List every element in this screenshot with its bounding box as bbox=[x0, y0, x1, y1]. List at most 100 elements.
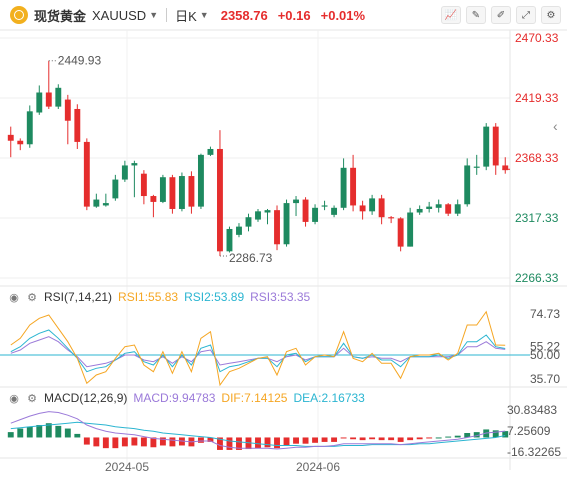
candle-body bbox=[131, 163, 138, 166]
candle-body bbox=[483, 126, 490, 167]
gear-icon[interactable]: ⚙ bbox=[27, 291, 37, 304]
price-tick-label: 2470.33 bbox=[515, 31, 559, 45]
chart-icon[interactable]: 📈 bbox=[441, 6, 461, 24]
candle-body bbox=[245, 217, 252, 227]
macd-bar bbox=[140, 437, 147, 447]
candle-body bbox=[112, 179, 119, 199]
candle-body bbox=[312, 207, 319, 222]
candle-body bbox=[197, 154, 204, 207]
candle-body bbox=[331, 207, 338, 215]
rsi3-line bbox=[10, 336, 506, 368]
instrument-title[interactable]: 现货黄金 bbox=[34, 8, 87, 24]
macd-bar bbox=[321, 437, 328, 442]
macd-bar bbox=[226, 437, 233, 450]
candle-body bbox=[274, 210, 280, 245]
period-selector[interactable]: 日K bbox=[175, 8, 197, 24]
rsi-tick-label: 55.22 bbox=[530, 339, 560, 353]
gold-coin-icon bbox=[10, 6, 28, 24]
candle-body bbox=[55, 87, 62, 107]
macd-tick-label: 30.83483 bbox=[507, 403, 557, 417]
candle-body bbox=[207, 148, 214, 155]
macd-bar bbox=[17, 428, 24, 438]
settings-icon[interactable]: ⚙ bbox=[541, 6, 561, 24]
candle-body bbox=[74, 108, 81, 142]
candle-body bbox=[83, 141, 90, 207]
price-change: +0.16 bbox=[277, 7, 311, 23]
candle-body bbox=[188, 176, 195, 207]
macd-bar bbox=[445, 436, 452, 438]
macd-bar bbox=[112, 437, 119, 449]
candle-body bbox=[397, 218, 404, 247]
candle-body bbox=[502, 165, 509, 171]
candle-body bbox=[236, 226, 242, 235]
macd-bar bbox=[502, 431, 509, 438]
price-change-percent: +0.01% bbox=[320, 7, 366, 23]
macd-bar bbox=[340, 437, 347, 439]
candle-body bbox=[350, 167, 357, 206]
macd-bar bbox=[293, 437, 299, 444]
macd-bar bbox=[435, 437, 442, 439]
candle-body bbox=[93, 199, 100, 207]
gear-icon[interactable]: ⚙ bbox=[27, 392, 37, 405]
candle-body bbox=[369, 198, 376, 212]
macd-bar bbox=[131, 437, 138, 446]
candle-body bbox=[492, 126, 499, 166]
candle-body bbox=[17, 140, 24, 145]
chart-header: 现货黄金 XAUUSD ▼ 日K ▼ 2358.76 +0.16 +0.01% bbox=[0, 0, 567, 30]
macd-bar bbox=[397, 437, 404, 442]
instrument-symbol[interactable]: XAUUSD bbox=[92, 7, 147, 23]
macd-bar bbox=[197, 437, 204, 443]
dea-value: DEA:2.16733 bbox=[293, 391, 365, 405]
rsi-legend: ◉ ⚙ RSI(7,14,21) RSI1:55.83 RSI2:53.89 R… bbox=[8, 290, 316, 304]
rsi1-value: RSI1:55.83 bbox=[118, 290, 179, 304]
macd-bar bbox=[473, 432, 480, 438]
rsi3-value: RSI3:53.35 bbox=[250, 290, 311, 304]
candle-body bbox=[454, 204, 461, 214]
candle-body bbox=[407, 212, 414, 247]
chevron-down-icon[interactable]: ▼ bbox=[149, 10, 159, 20]
candle-body bbox=[388, 217, 395, 219]
macd-bar bbox=[83, 437, 90, 445]
candle-body bbox=[7, 134, 14, 141]
eye-icon[interactable]: ◉ bbox=[9, 392, 19, 405]
candle-body bbox=[169, 177, 176, 209]
macd-bar bbox=[64, 428, 71, 438]
macd-bar bbox=[236, 437, 242, 450]
expand-icon[interactable]: ⤢ bbox=[516, 6, 536, 24]
chevron-down-icon[interactable]: ▼ bbox=[199, 10, 209, 20]
macd-bar bbox=[217, 437, 223, 450]
candle-body bbox=[293, 199, 299, 204]
macd-bar bbox=[102, 437, 109, 449]
candle-body bbox=[45, 92, 52, 107]
candle-body bbox=[426, 206, 433, 209]
low-annotation: 2286.73 bbox=[229, 251, 273, 265]
macd-bar bbox=[359, 437, 366, 441]
macd-bar bbox=[121, 437, 128, 447]
macd-bar bbox=[369, 437, 376, 440]
x-tick-label: 2024-05 bbox=[105, 460, 149, 474]
macd-bar bbox=[74, 433, 81, 438]
macd-tick-label: -16.32265 bbox=[507, 445, 561, 459]
rsi-tick-label: 50.00 bbox=[530, 348, 560, 362]
macd-bar bbox=[150, 437, 157, 448]
dif-line bbox=[10, 411, 506, 450]
x-tick-label: 2024-06 bbox=[296, 460, 340, 474]
candle-body bbox=[416, 208, 423, 213]
macd-tick-label: 7.25609 bbox=[507, 424, 551, 438]
macd-bar bbox=[207, 437, 214, 442]
chevron-left-icon[interactable]: ‹ bbox=[553, 118, 558, 134]
candle-body bbox=[140, 173, 147, 197]
dif-value: DIF:7.14125 bbox=[221, 391, 288, 405]
price-tick-label: 2368.33 bbox=[515, 151, 559, 165]
draw-icon[interactable]: ✎ bbox=[466, 6, 486, 24]
brush-icon[interactable]: ✐ bbox=[491, 6, 511, 24]
divider bbox=[166, 8, 168, 22]
candle-body bbox=[159, 177, 166, 202]
candle-body bbox=[217, 148, 223, 252]
macd-bar bbox=[454, 435, 461, 438]
candle-body bbox=[283, 203, 290, 245]
eye-icon[interactable]: ◉ bbox=[9, 291, 19, 304]
macd-legend: ◉ ⚙ MACD(12,26,9) MACD:9.94783 DIF:7.141… bbox=[8, 391, 371, 405]
high-annotation: 2449.93 bbox=[58, 54, 102, 68]
